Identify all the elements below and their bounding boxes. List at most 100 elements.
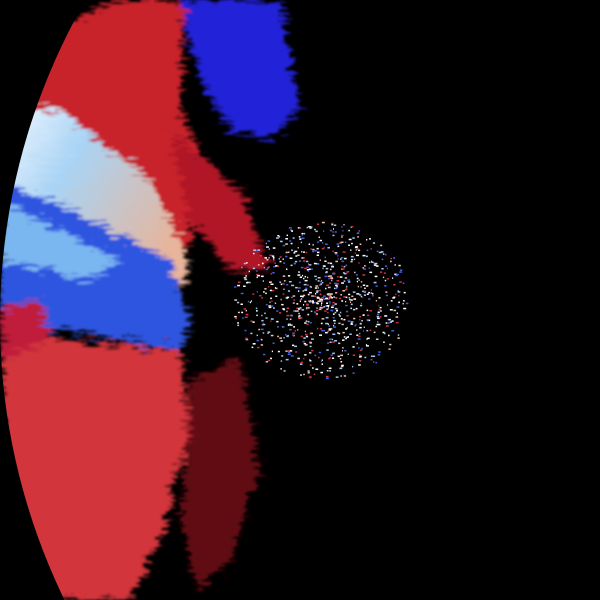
speck xyxy=(385,294,388,297)
speck xyxy=(323,329,326,332)
speck xyxy=(320,281,322,283)
speck xyxy=(342,331,345,334)
speck xyxy=(342,319,345,321)
speck xyxy=(317,300,321,303)
speck xyxy=(290,324,293,326)
speck xyxy=(393,309,396,312)
speck xyxy=(372,355,376,357)
speck xyxy=(301,309,305,311)
speck xyxy=(270,357,272,360)
speck xyxy=(330,277,333,279)
speck xyxy=(343,336,346,338)
speck xyxy=(385,291,388,293)
speck xyxy=(378,297,381,299)
speck xyxy=(362,284,366,286)
speck xyxy=(324,260,327,262)
speck xyxy=(398,301,400,304)
speck xyxy=(307,276,309,279)
speck xyxy=(253,252,255,255)
speck xyxy=(271,350,273,353)
speck xyxy=(386,325,389,327)
speck xyxy=(326,370,329,372)
speck xyxy=(387,322,390,324)
speck xyxy=(338,297,342,300)
speck xyxy=(270,305,274,307)
speck xyxy=(331,264,334,267)
dark-red xyxy=(180,360,260,590)
speck xyxy=(369,271,373,274)
speck xyxy=(403,291,406,294)
speck xyxy=(288,281,292,283)
speck xyxy=(245,338,249,341)
speck xyxy=(341,300,344,302)
speck xyxy=(395,274,398,277)
speck xyxy=(290,296,294,299)
speck xyxy=(292,302,295,304)
speck xyxy=(264,257,267,259)
speck xyxy=(287,353,291,355)
speck xyxy=(318,308,322,311)
speck xyxy=(304,322,307,324)
speck xyxy=(265,303,268,306)
speck xyxy=(302,260,306,262)
speck xyxy=(350,307,352,310)
speck xyxy=(333,324,335,327)
speck xyxy=(326,349,329,351)
speck xyxy=(321,221,325,224)
speck xyxy=(369,329,372,332)
speck xyxy=(307,370,310,372)
speck xyxy=(373,281,377,284)
speck xyxy=(367,314,370,317)
speck xyxy=(366,329,369,332)
speck xyxy=(235,317,237,320)
speck xyxy=(300,374,302,376)
speck xyxy=(280,283,283,286)
speck xyxy=(356,274,358,276)
speck xyxy=(280,360,283,362)
speck xyxy=(393,284,396,286)
speck xyxy=(297,247,299,249)
speck xyxy=(309,364,312,366)
speck xyxy=(334,303,337,305)
speck xyxy=(328,295,331,297)
speck xyxy=(289,350,293,352)
speck xyxy=(259,255,262,257)
speck xyxy=(303,373,305,376)
speck xyxy=(373,262,376,265)
speck xyxy=(312,367,314,369)
speck xyxy=(378,309,381,311)
speck xyxy=(331,222,334,225)
speck xyxy=(396,306,400,308)
speck xyxy=(289,257,293,259)
speck xyxy=(278,258,280,260)
speck xyxy=(361,347,363,350)
speck xyxy=(272,272,275,274)
speck xyxy=(310,310,313,313)
speck xyxy=(372,242,376,244)
speck xyxy=(368,291,370,294)
speck xyxy=(341,268,345,270)
speck xyxy=(362,254,366,257)
speck xyxy=(326,271,328,273)
speck xyxy=(320,307,323,309)
speck xyxy=(304,279,308,282)
speck xyxy=(337,258,339,260)
speck xyxy=(264,288,267,290)
speck xyxy=(329,341,332,343)
speck xyxy=(293,299,296,301)
speck xyxy=(301,295,304,298)
speck xyxy=(253,249,257,251)
speck xyxy=(267,359,271,362)
speck xyxy=(369,310,373,312)
speck xyxy=(243,277,247,279)
speck xyxy=(391,330,395,332)
speck xyxy=(381,258,384,261)
speck xyxy=(304,333,308,336)
speck xyxy=(312,248,315,251)
speck xyxy=(298,312,300,315)
speck xyxy=(237,324,240,327)
speck xyxy=(371,261,374,263)
speck xyxy=(320,360,323,362)
speck xyxy=(389,318,391,321)
speck xyxy=(330,309,334,312)
